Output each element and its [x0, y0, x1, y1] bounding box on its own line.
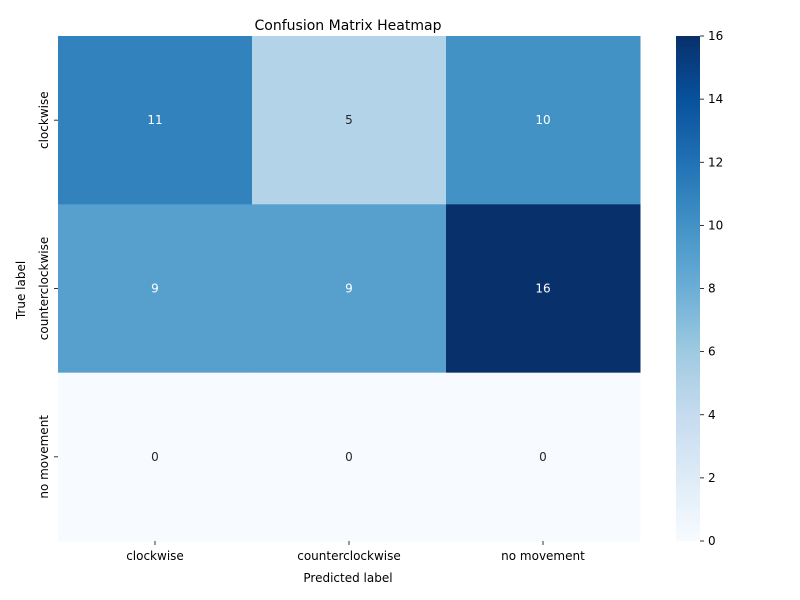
heatmap-cells: 11 5 10 9 9 16 0 0 0	[58, 36, 641, 542]
heatmap-cell	[58, 372, 253, 542]
colorbar-tick-label: 4	[708, 408, 716, 422]
colorbar-tick-label: 16	[708, 29, 723, 43]
y-axis-label: True label	[14, 261, 28, 320]
colorbar-tick-label: 12	[708, 155, 723, 169]
x-tick-label: clockwise	[126, 549, 184, 563]
x-tick-label: counterclockwise	[297, 549, 401, 563]
colorbar-tick-label: 6	[708, 345, 716, 359]
heatmap-cell	[58, 36, 253, 205]
x-tick-label: no movement	[501, 549, 585, 563]
colorbar-tick-label: 14	[708, 92, 723, 106]
colorbar-tick-label: 8	[708, 282, 716, 296]
y-tick-label: no movement	[37, 415, 51, 499]
y-tick-label: counterclockwise	[37, 237, 51, 341]
heatmap-cell	[58, 204, 253, 374]
heatmap-cell	[252, 204, 447, 374]
colorbar-tick-label: 2	[708, 471, 716, 485]
colorbar-gradient	[676, 36, 700, 541]
cell-value-label: 0	[345, 450, 353, 464]
cell-value-label: 0	[539, 450, 547, 464]
cell-value-label: 9	[151, 282, 159, 296]
y-tick-label: clockwise	[37, 91, 51, 149]
heatmap-cell	[446, 36, 641, 205]
colorbar-tick-label: 10	[708, 218, 723, 232]
heatmap-cell	[446, 204, 641, 374]
x-axis: clockwise counterclockwise no movement	[126, 541, 585, 563]
cell-value-label: 16	[535, 282, 550, 296]
cell-value-label: 0	[151, 450, 159, 464]
cell-value-label: 5	[345, 113, 353, 127]
y-axis: clockwise counterclockwise no movement	[37, 91, 58, 499]
chart-title: Confusion Matrix Heatmap	[255, 18, 442, 34]
cell-value-label: 9	[345, 282, 353, 296]
colorbar: 0 2 4 6 8 10 12 14 16	[676, 29, 723, 548]
heatmap-cell	[252, 372, 447, 542]
heatmap-cell	[446, 372, 641, 542]
colorbar-tick-label: 0	[708, 534, 716, 548]
heatmap-cell	[252, 36, 447, 205]
cell-value-label: 10	[535, 113, 550, 127]
cell-value-label: 11	[147, 113, 162, 127]
x-axis-label: Predicted label	[303, 571, 392, 585]
